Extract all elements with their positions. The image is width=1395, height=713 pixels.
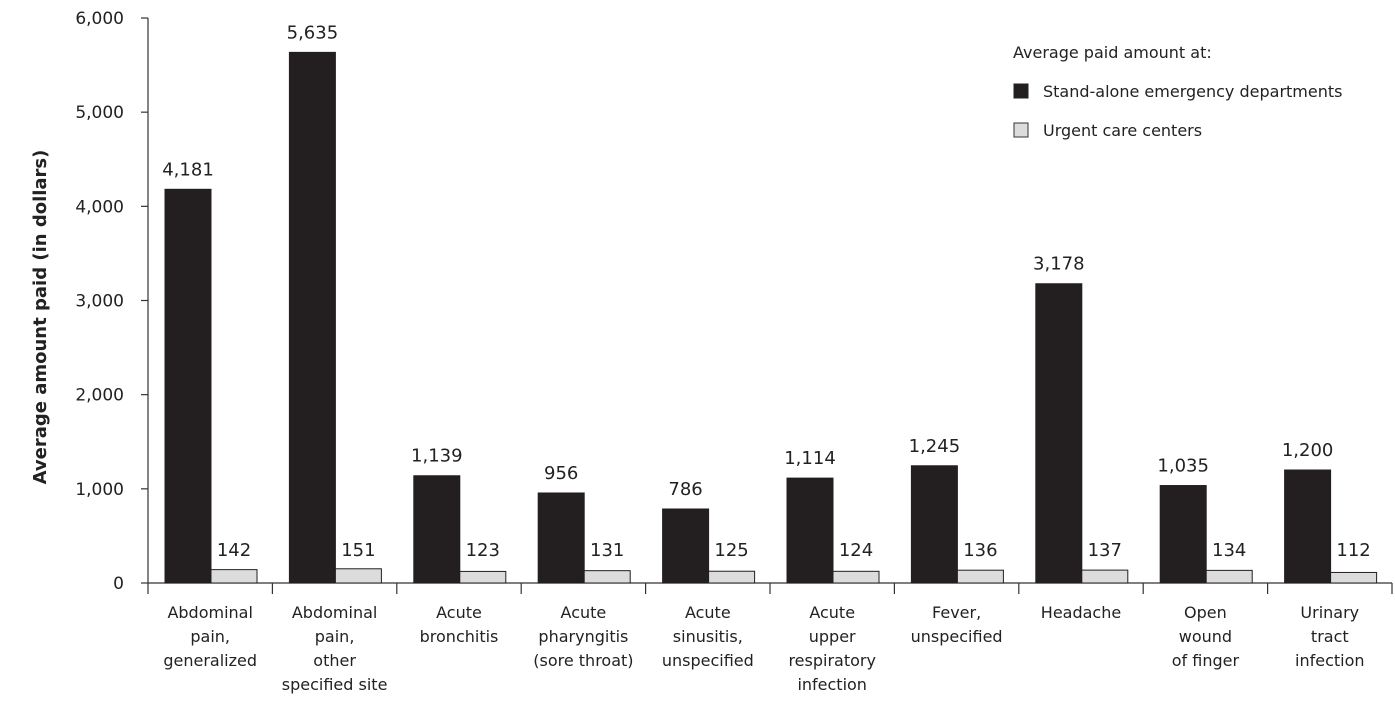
data-label-emergency: 1,245 bbox=[909, 436, 961, 457]
data-label-emergency: 5,635 bbox=[287, 22, 339, 43]
category-labels: Abdominal pain, generalized Abdominal pain, o… bbox=[163, 603, 1364, 694]
y-tick-label: 4,000 bbox=[75, 197, 124, 217]
bar-urgent bbox=[1205, 569, 1253, 584]
data-label-urgent: 112 bbox=[1336, 540, 1370, 561]
y-tick-label: 6,000 bbox=[75, 9, 124, 29]
y-ticks: 0 1,000 2,000 3,000 4,000 5,000 6,000 bbox=[75, 9, 148, 594]
bar-urgent bbox=[708, 570, 756, 584]
x-ticks bbox=[147, 583, 1393, 594]
bars bbox=[164, 51, 1378, 584]
category-label: Fever, unspecified bbox=[911, 603, 1003, 646]
y-tick-label: 5,000 bbox=[75, 103, 124, 123]
data-label-urgent: 151 bbox=[341, 540, 375, 561]
legend-label-emergency: Stand-alone emergency departments bbox=[1043, 82, 1342, 101]
data-label-emergency: 1,139 bbox=[411, 446, 463, 467]
category-label: Acute upper respiratory infection bbox=[788, 603, 876, 694]
data-label-urgent: 137 bbox=[1088, 540, 1122, 561]
bar-emergency bbox=[786, 477, 834, 584]
category-label: Urinary tract infection bbox=[1295, 603, 1365, 670]
bar-urgent bbox=[459, 570, 507, 584]
legend: Average paid amount at: Stand-alone emer… bbox=[1013, 43, 1342, 140]
data-label-urgent: 123 bbox=[466, 540, 500, 561]
data-label-emergency: 786 bbox=[668, 479, 702, 500]
legend-swatch-emergency bbox=[1013, 83, 1029, 99]
bar-emergency bbox=[662, 508, 710, 584]
data-label-urgent: 124 bbox=[839, 540, 873, 561]
category-label: Headache bbox=[1041, 603, 1121, 622]
data-label-emergency: 3,178 bbox=[1033, 254, 1085, 275]
bar-emergency bbox=[1035, 283, 1083, 584]
bar-urgent bbox=[956, 569, 1004, 584]
bar-urgent bbox=[583, 570, 631, 584]
category-label: Acute bronchitis bbox=[420, 603, 499, 646]
data-label-urgent: 142 bbox=[217, 540, 251, 561]
data-label-urgent: 136 bbox=[963, 540, 997, 561]
bar-emergency bbox=[413, 475, 461, 584]
bar-emergency bbox=[910, 465, 958, 584]
y-tick-label: 2,000 bbox=[75, 386, 124, 406]
data-label-emergency: 4,181 bbox=[162, 159, 214, 180]
y-tick-label: 3,000 bbox=[75, 292, 124, 312]
data-label-urgent: 125 bbox=[714, 540, 748, 561]
bar-urgent bbox=[210, 569, 258, 584]
data-label-emergency: 1,200 bbox=[1282, 440, 1334, 461]
bar-emergency bbox=[537, 492, 585, 584]
legend-swatch-urgent bbox=[1013, 122, 1029, 138]
category-label: Acute sinusitis, unspecified bbox=[662, 603, 754, 670]
category-label: Abdominal pain, other specified site bbox=[282, 603, 388, 694]
y-axis-label: Average amount paid (in dollars) bbox=[30, 150, 51, 485]
data-label-emergency: 1,114 bbox=[784, 448, 836, 469]
bar-emergency bbox=[288, 51, 336, 584]
data-label-emergency: 956 bbox=[544, 463, 578, 484]
bar-emergency bbox=[164, 188, 212, 584]
data-label-emergency: 1,035 bbox=[1157, 456, 1209, 477]
category-label: Acute pharyngitis (sore throat) bbox=[533, 603, 633, 670]
y-tick-label: 0 bbox=[113, 574, 124, 594]
category-label: Open wound of finger bbox=[1172, 603, 1240, 670]
bar-urgent bbox=[334, 568, 382, 584]
y-tick-label: 1,000 bbox=[75, 480, 124, 500]
bar-urgent bbox=[1330, 571, 1378, 584]
bar-urgent bbox=[832, 570, 880, 584]
data-label-urgent: 131 bbox=[590, 540, 624, 561]
legend-title: Average paid amount at: bbox=[1013, 43, 1212, 62]
legend-label-urgent: Urgent care centers bbox=[1043, 121, 1202, 140]
data-labels: 4,181 5,635 1,139 956 786 1,114 1,245 3,178 1,03… bbox=[162, 22, 1371, 561]
bar-emergency bbox=[1159, 485, 1207, 584]
bar-urgent bbox=[1081, 569, 1129, 584]
category-label: Abdominal pain, generalized bbox=[163, 603, 257, 670]
bar-emergency bbox=[1284, 469, 1332, 584]
data-label-urgent: 134 bbox=[1212, 540, 1246, 561]
